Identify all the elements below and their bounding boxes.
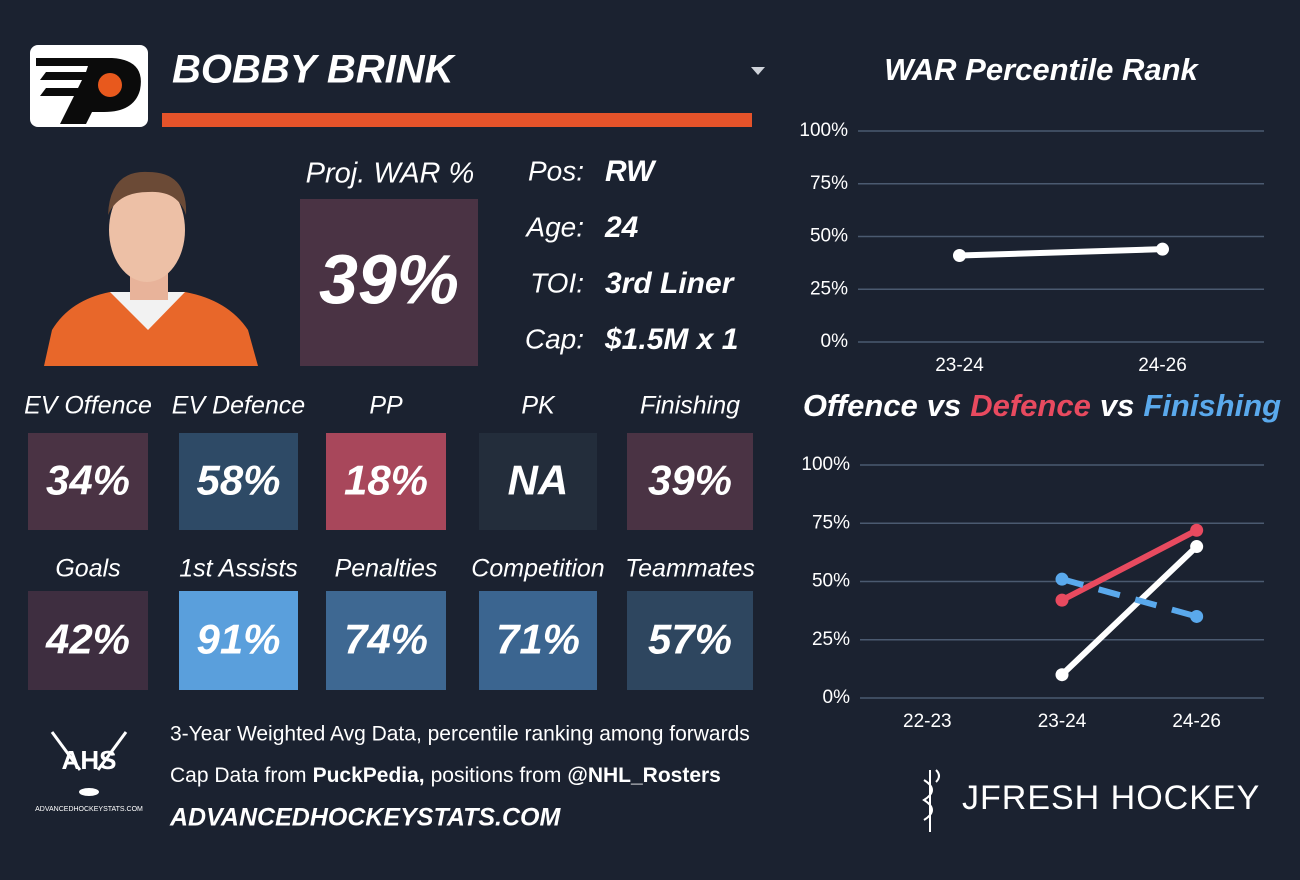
point [1190, 540, 1204, 554]
footer-note: 3-Year Weighted Avg Data, percentile ran… [170, 723, 750, 746]
tile [179, 433, 298, 530]
tile [627, 591, 753, 690]
tile-label: EV Defence [172, 392, 305, 420]
tile [28, 591, 148, 690]
y-tick-label: 75% [810, 173, 848, 194]
info-label: TOI: [530, 267, 584, 298]
point [1156, 242, 1169, 256]
info-value: 24 [604, 211, 639, 244]
ahs-logo [50, 731, 128, 796]
title-series-name: Defence [970, 388, 1091, 423]
tile [479, 591, 597, 690]
tile-value: 57% [648, 616, 732, 663]
chart-title: WAR Percentile Rank [884, 52, 1199, 87]
point [1190, 609, 1204, 623]
tile [28, 433, 148, 530]
info-label: Cap: [525, 323, 584, 354]
line [1059, 543, 1200, 678]
player-photo [44, 171, 258, 366]
title-series-name: Finishing [1143, 388, 1281, 423]
title-series-name: Offence [803, 388, 918, 423]
name-underline [162, 113, 752, 127]
point [953, 248, 966, 262]
projection-tile [300, 199, 478, 366]
point [1055, 668, 1069, 682]
tile [326, 591, 446, 690]
tile-label: 1st Assists [179, 555, 298, 583]
y-tick-label: 50% [810, 226, 848, 247]
tile [627, 433, 753, 530]
info-value: 3rd Liner [605, 267, 736, 300]
tile-label: Goals [55, 555, 120, 583]
footer-sources: Cap Data from PuckPedia, positions from @NH… [170, 764, 721, 787]
y-tick-label: 0% [823, 687, 851, 708]
tile-value: 34% [46, 457, 130, 504]
source-part: positions from [431, 764, 562, 787]
x-tick-label: 24-26 [1138, 355, 1187, 376]
x-tick-label: 22-23 [903, 711, 952, 732]
tile [179, 591, 298, 690]
tile-value: 74% [344, 616, 428, 663]
line [956, 246, 1166, 259]
point [1055, 593, 1069, 607]
y-tick-label: 0% [821, 331, 849, 352]
ahs-logo-caption: ADVANCEDHOCKEYSTATS.COM [35, 806, 143, 813]
tile-label: PP [369, 392, 403, 420]
info-value: RW [605, 155, 657, 188]
projection-label: Proj. WAR % [306, 158, 475, 190]
tile-value: 18% [344, 457, 428, 504]
y-tick-label: 100% [801, 454, 850, 475]
x-tick-label: 23-24 [935, 355, 984, 376]
info-label: Pos: [528, 155, 584, 186]
x-tick-label: 24-26 [1172, 711, 1221, 732]
y-tick-label: 100% [799, 120, 848, 141]
tile-value: NA [508, 457, 569, 504]
x-tick-label: 23-24 [1038, 711, 1087, 732]
point [1055, 572, 1069, 586]
y-tick-label: 75% [812, 512, 850, 533]
tile-label: PK [521, 392, 556, 420]
line [1061, 576, 1198, 620]
ahs-logo-text: AHS [62, 745, 117, 775]
dropdown-caret[interactable] [751, 67, 765, 75]
y-tick-label: 25% [810, 278, 848, 299]
tile [326, 433, 446, 530]
title-separator: vs [1100, 388, 1134, 423]
tile-value: 58% [196, 457, 280, 504]
line [1059, 527, 1200, 604]
source-part: PuckPedia, [313, 764, 425, 787]
team-logo [30, 45, 148, 127]
tile-value: 39% [648, 457, 732, 504]
source-part: Cap Data from [170, 764, 307, 787]
source-part: @NHL_Rosters [567, 764, 721, 787]
tile-label: Teammates [625, 555, 755, 583]
y-tick-label: 50% [812, 571, 850, 592]
brand-logo [922, 769, 940, 832]
title-separator: vs [927, 388, 961, 423]
footer-website[interactable]: ADVANCEDHOCKEYSTATS.COM [169, 804, 561, 832]
tile-label: Competition [471, 555, 604, 583]
player-name: BOBBY BRINK [172, 48, 457, 92]
projection-value: 39% [319, 240, 459, 318]
tile-value: 91% [196, 616, 280, 663]
brand-text: JFRESH HOCKEY [962, 779, 1260, 817]
info-value: $1.5M x 1 [604, 323, 738, 356]
tile-label: Finishing [640, 392, 740, 420]
point [1190, 523, 1204, 537]
tile-label: Penalties [335, 555, 438, 583]
tile-value: 71% [496, 616, 580, 663]
tile [479, 433, 597, 530]
chart-title: Offence vs Defence vs Finishing [803, 388, 1281, 423]
tile-value: 42% [45, 616, 130, 663]
tile-label: EV Offence [24, 392, 152, 420]
y-tick-label: 25% [812, 629, 850, 650]
info-label: Age: [524, 211, 584, 242]
